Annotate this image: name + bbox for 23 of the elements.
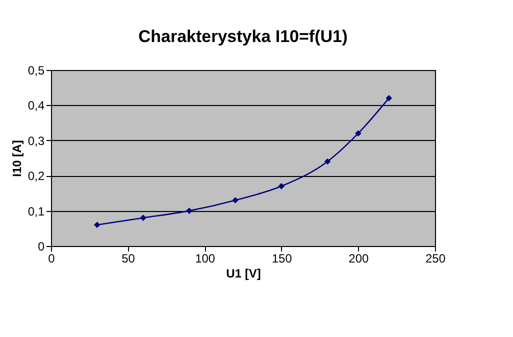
x-tick-label: 250 [425,252,446,266]
point [355,130,362,137]
y-tick-label: 0,2 [28,169,45,184]
y-tick-label: 0,3 [28,134,45,148]
point [232,197,238,204]
x-tick-label: 0 [48,252,56,266]
x-tick-label: 200 [348,252,370,266]
point [278,183,285,190]
y-tick-label: 0 [38,240,45,254]
x-tick-label: 100 [195,252,216,266]
y-tick-label: 0,1 [28,204,45,218]
point [386,95,392,102]
point [94,222,100,228]
x-tick-label: 50 [122,252,136,266]
y-tick-label: 0,4 [28,98,45,113]
point [324,158,331,165]
y-axis-title: I10 [A] [10,140,24,177]
chart-title: Charakterystyka I10=f(U1) [138,27,348,46]
x-tick-label: 150 [272,252,292,266]
x-axis-title: U1 [V] [226,266,261,280]
y-tick-label: 0,5 [28,64,45,78]
point [140,214,146,221]
point [186,208,192,214]
